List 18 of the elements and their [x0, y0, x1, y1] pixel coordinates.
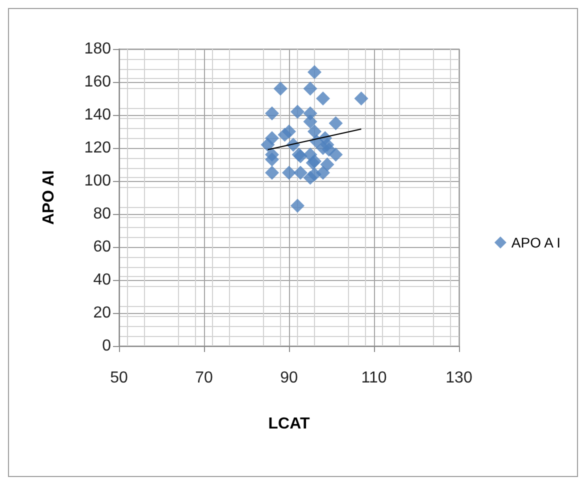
y-tick-label: 120 [84, 140, 112, 156]
x-tick-label: 70 [195, 370, 213, 386]
y-tick-label: 20 [93, 304, 112, 322]
y-tick-label: 180 [84, 40, 112, 58]
y-tick-label: 160 [84, 74, 112, 90]
y-tick-label: 0 [102, 338, 112, 354]
y-tick-label: 40 [93, 272, 112, 288]
y-tick-label: 100 [84, 172, 112, 190]
x-tick-label: 50 [110, 370, 128, 386]
x-axis-title: LCAT [268, 416, 310, 432]
y-tick-label: 60 [93, 238, 112, 256]
x-tick-label: 90 [280, 370, 298, 386]
x-tick-label: 110 [361, 370, 387, 386]
y-tick-label: 140 [84, 106, 112, 124]
y-tick-label: 80 [93, 206, 112, 222]
x-tick-label: 130 [446, 370, 472, 386]
y-axis-title: APO AI [40, 170, 58, 225]
legend-label: APO A I [511, 234, 560, 250]
